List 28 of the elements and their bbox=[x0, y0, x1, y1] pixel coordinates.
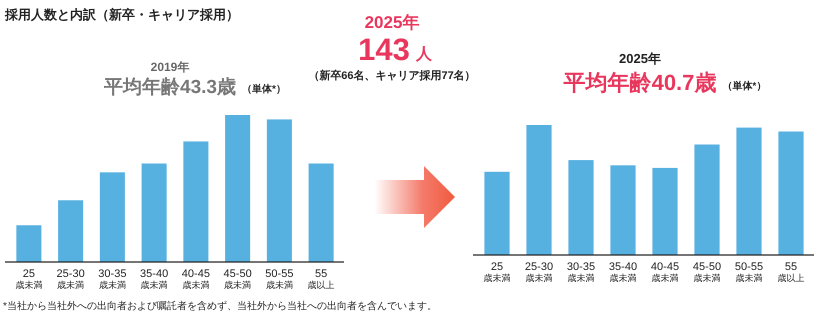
text: （単体*） bbox=[722, 80, 766, 92]
text: 採用人数と内訳（新卒・キャリア採用） bbox=[4, 7, 239, 22]
text: 2025年 bbox=[364, 13, 420, 32]
chart-subtitle: 2025年 bbox=[619, 51, 661, 66]
x-tick-label: 40-45 歳未満 bbox=[182, 268, 210, 290]
x-tick-label: 50-55 歳未満 bbox=[265, 268, 294, 290]
chart-subtitle: 2019年 bbox=[150, 60, 190, 74]
x-tick-label: 55 歳以上 bbox=[308, 268, 335, 290]
x-tick-label: 55 歳以上 bbox=[778, 261, 804, 283]
text: *当社から当社外への出向者および嘱託者を含めず、当社外から当社への出向者を含んでいます。 bbox=[3, 300, 437, 312]
x-tick-label: 25-30 歳未満 bbox=[524, 261, 554, 283]
text: 143 bbox=[358, 32, 410, 67]
text: 人 bbox=[414, 45, 433, 63]
x-tick-label: 50-55 歳未満 bbox=[734, 261, 764, 283]
x-tick-label: 30-35 歳未満 bbox=[98, 268, 126, 290]
text: （単体*） bbox=[242, 83, 286, 95]
x-tick-label: 45-50 歳未満 bbox=[224, 268, 252, 290]
x-tick-label: 25-30 歳未満 bbox=[56, 268, 85, 290]
x-tick-label: 35-40 歳未満 bbox=[608, 261, 638, 283]
x-tick-label: 40-45 歳未満 bbox=[650, 261, 680, 283]
x-tick-label: 25 歳未満 bbox=[484, 261, 510, 283]
x-tick-label: 30-35 歳未満 bbox=[566, 261, 596, 283]
x-tick-label: 45-50 歳未満 bbox=[692, 261, 722, 283]
text: （新卒66名、キャリア採用77名） bbox=[308, 69, 476, 82]
chart-title: 平均年齢40.7歳 bbox=[562, 70, 716, 95]
chart-title: 平均年齢43.3歳 bbox=[103, 76, 236, 98]
x-tick-label: 25 歳未満 bbox=[15, 268, 42, 290]
x-tick-label: 35-40 歳未満 bbox=[140, 268, 168, 290]
